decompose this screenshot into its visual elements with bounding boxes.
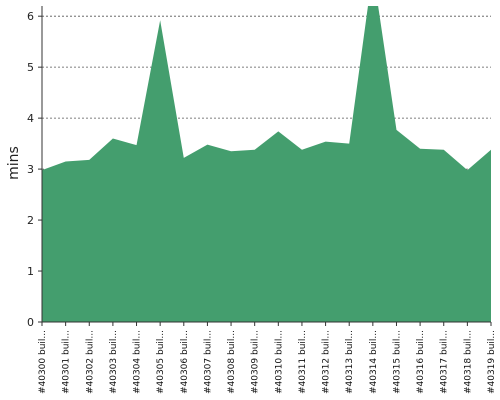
x-tick-label: #40305 buil... xyxy=(156,330,166,394)
x-tick-label: #40307 buil... xyxy=(203,330,213,394)
y-axis-label: mins xyxy=(6,146,22,180)
x-tick-labels: #40300 buil... #40301 buil... #40302 buil.… xyxy=(38,330,497,394)
area-series xyxy=(42,6,491,322)
y-tick-label: 6 xyxy=(27,10,34,23)
x-tick-label: #40313 buil... xyxy=(345,330,355,394)
x-tick-label: #40310 buil... xyxy=(274,330,284,394)
y-tick-label: 1 xyxy=(27,265,34,278)
x-tick-label: #40306 buil... xyxy=(180,330,190,394)
x-tick-label: #40304 buil... xyxy=(133,330,143,394)
x-tick-label: #40302 buil... xyxy=(85,330,95,394)
x-tick-label: #40312 buil... xyxy=(322,330,332,394)
x-tick-label: #40315 buil... xyxy=(392,330,402,394)
axis-layer: mins xyxy=(6,6,492,326)
y-tick-labels: 0 1 2 3 4 5 6 xyxy=(27,10,34,329)
x-tick-label: #40308 buil... xyxy=(227,330,237,394)
x-tick-label: #40300 buil... xyxy=(38,330,48,394)
x-tick-label: #40314 buil... xyxy=(369,330,379,394)
x-tick-label: #40319 buil... xyxy=(487,330,497,394)
y-tick-label: 2 xyxy=(27,214,34,227)
x-tick-label: #40318 buil... xyxy=(463,330,473,394)
y-tick-label: 4 xyxy=(27,112,34,125)
x-tick-label: #40311 buil... xyxy=(298,330,308,394)
x-tick-label: #40316 buil... xyxy=(416,330,426,394)
area-layer xyxy=(42,6,491,322)
x-tick-label: #40301 buil... xyxy=(62,330,72,394)
x-tick-label: #40309 buil... xyxy=(251,330,261,394)
y-tick-label: 3 xyxy=(27,163,34,176)
x-tick-label: #40303 buil... xyxy=(109,330,119,394)
x-tick-label: #40317 buil... xyxy=(440,330,450,394)
y-tick-label: 5 xyxy=(27,61,34,74)
y-tick-label: 0 xyxy=(27,316,34,329)
